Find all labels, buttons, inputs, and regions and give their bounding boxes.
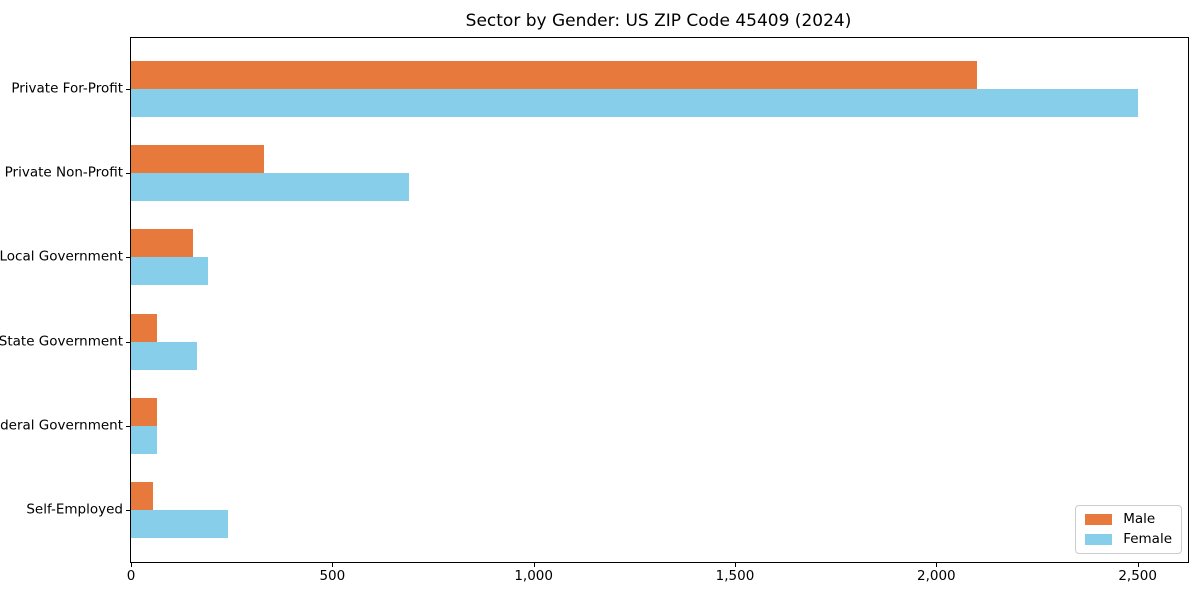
x-tick-mark (735, 563, 736, 567)
y-tick-mark (126, 425, 130, 427)
bar-female-4 (131, 425, 158, 454)
female-legend-swatch (1085, 533, 1113, 545)
x-axis-label: 2,000 (917, 568, 956, 584)
plot-area: Male Female Private For-Profit Private No… (0, 37, 1189, 583)
male-legend-label: Male (1123, 511, 1156, 527)
y-tick-mark (126, 510, 130, 511)
x-tick-mark (131, 563, 132, 567)
legend-entry-female: Female (1085, 530, 1172, 547)
x-axis-label: 0 (126, 568, 136, 584)
bar-female-0 (131, 89, 1138, 117)
x-axis-label: 1,500 (715, 568, 755, 584)
bar-male-4 (131, 397, 158, 426)
bar-female-2 (131, 257, 208, 286)
y-axis-label: Federal Government (0, 417, 123, 434)
x-axis-label: 2,500 (1118, 568, 1157, 584)
x-tick-mark (1137, 563, 1139, 567)
bar-female-3 (131, 341, 198, 370)
y-axis-label: Private Non-Profit (4, 164, 123, 181)
bar-female-5 (131, 510, 228, 538)
y-tick-mark (126, 257, 130, 259)
x-tick-mark (533, 563, 535, 567)
y-axis-label: State Government (0, 332, 123, 349)
y-axis-label: Self-Employed (26, 501, 123, 518)
bar-female-1 (131, 173, 409, 202)
x-tick-mark (332, 563, 334, 567)
bar-male-3 (131, 313, 158, 342)
x-axis-label: 500 (319, 568, 346, 584)
y-axis-label: Local Government (0, 248, 123, 265)
y-tick-mark (126, 173, 130, 175)
x-axis-label: 1,000 (514, 568, 553, 584)
y-axis-label: Private For-Profit (11, 80, 123, 97)
chart-title: Sector by Gender: US ZIP Code 45409 (202… (465, 11, 852, 31)
y-tick-mark (126, 341, 130, 343)
bar-male-1 (131, 145, 264, 174)
bar-male-0 (131, 61, 977, 89)
legend: Male Female (1075, 505, 1182, 554)
bar-male-2 (131, 229, 194, 258)
y-tick-mark (126, 89, 130, 90)
x-tick-mark (936, 563, 938, 567)
female-legend-label: Female (1123, 530, 1172, 547)
legend-entry-male: Male (1085, 511, 1172, 527)
male-legend-swatch (1085, 514, 1113, 526)
bar-male-5 (131, 482, 154, 510)
